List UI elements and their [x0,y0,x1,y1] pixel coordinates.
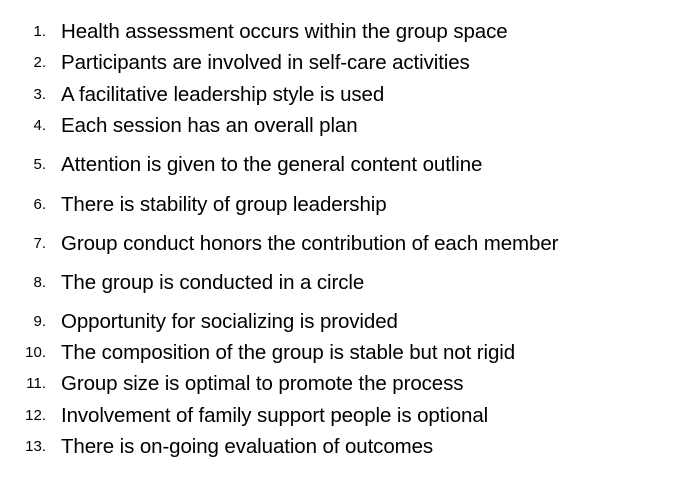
list-item-number: 8. [33,274,46,291]
list-item-number: 3. [33,86,46,103]
list-item: 8. The group is conducted in a circle [0,268,694,298]
list-item: 11. Group size is optimal to promote the… [0,369,694,399]
list-item: 7. Group conduct honors the contribution… [0,229,694,259]
list-item: 9. Opportunity for socializing is provid… [0,307,694,337]
list-item-text: Health assessment occurs within the grou… [61,20,508,43]
list-item-number: 7. [33,235,46,252]
list-item-text: The composition of the group is stable b… [61,341,516,364]
list-item-number: 5. [33,156,46,173]
list-item-text: Group size is optimal to promote the pro… [61,372,464,395]
list-item: 10. The composition of the group is stab… [0,338,694,368]
list-item-text: The group is conducted in a circle [61,271,365,294]
list-item: 13. There is on-going evaluation of outc… [0,432,694,462]
list-item-text: Each session has an overall plan [61,114,358,137]
list-item-number: 1. [33,23,46,40]
list-item: 2. Participants are involved in self-car… [0,48,694,78]
list-item-number: 10. [25,344,46,361]
list-item: 12. Involvement of family support people… [0,401,694,431]
list-item-number: 12. [25,407,46,424]
list-item: 4. Each session has an overall plan [0,111,694,141]
list-item-text: Opportunity for socializing is provided [61,310,398,333]
list-item-text: A facilitative leadership style is used [61,83,385,106]
list-item: 5. Attention is given to the general con… [0,150,694,180]
list-item: 1. Health assessment occurs within the g… [0,17,694,47]
list-item: 3. A facilitative leadership style is us… [0,80,694,110]
list-item-number: 6. [33,196,46,213]
list-item-text: There is stability of group leadership [61,193,387,216]
list-item-text: Participants are involved in self-care a… [61,51,470,74]
list-item-text: There is on-going evaluation of outcomes [61,435,434,458]
list-item-number: 9. [33,313,46,330]
list-item-number: 13. [25,438,46,455]
list-item-text: Involvement of family support people is … [61,404,489,427]
list-item: 6. There is stability of group leadershi… [0,190,694,220]
list-item-number: 2. [33,54,46,71]
list-item-text: Group conduct honors the contribution of… [61,232,559,255]
list-item-number: 11. [26,375,46,392]
list-item-text: Attention is given to the general conten… [61,153,483,176]
list-item-number: 4. [33,117,46,134]
